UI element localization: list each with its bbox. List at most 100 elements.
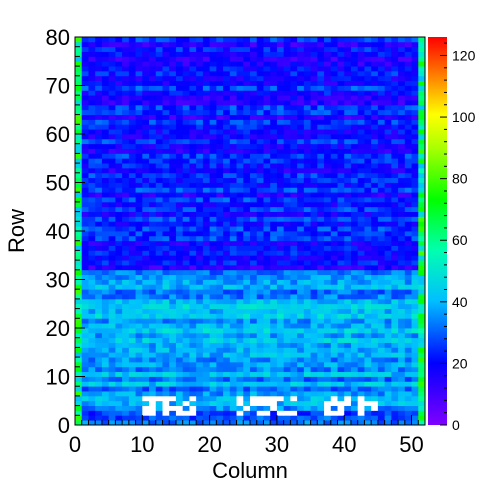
heatmap-cell [283, 298, 291, 305]
heatmap-cell [384, 187, 392, 193]
heatmap-cell [250, 138, 258, 145]
heatmap-cell [189, 201, 197, 208]
heatmap-cell [149, 332, 157, 339]
heatmap-cell [357, 347, 365, 353]
heatmap-cell [391, 235, 399, 242]
heatmap-cell [256, 158, 264, 164]
heatmap-cell [270, 371, 278, 377]
heatmap-cell [189, 308, 197, 314]
heatmap-cell [95, 260, 103, 266]
heatmap-cell [283, 415, 291, 421]
heatmap-cell [101, 172, 110, 179]
heatmap-cell [216, 37, 224, 43]
heatmap-cell [122, 134, 130, 140]
heatmap-cell [337, 90, 345, 96]
heatmap-cell [371, 148, 379, 154]
heatmap-cell [216, 347, 224, 353]
heatmap-cell [128, 357, 136, 363]
heatmap-cell [108, 313, 116, 319]
heatmap-cell [290, 167, 298, 174]
heatmap-cell [202, 298, 211, 305]
heatmap-cell [142, 37, 150, 43]
heatmap-cell [297, 298, 305, 305]
heatmap-cell [404, 37, 412, 43]
heatmap-cell [229, 192, 237, 198]
heatmap-cell [101, 386, 110, 392]
heatmap-cell [250, 37, 258, 43]
heatmap-cell [357, 192, 365, 198]
heatmap-cell [236, 294, 244, 300]
heatmap-cell [290, 279, 298, 285]
heatmap-cell [162, 410, 170, 416]
heatmap-cell [418, 313, 426, 319]
heatmap-cell [155, 347, 163, 353]
heatmap-cell [350, 109, 359, 115]
heatmap-cell [236, 109, 244, 115]
heatmap-cell [162, 114, 170, 120]
heatmap-cell [243, 206, 251, 212]
heatmap-cell [223, 279, 231, 285]
heatmap-cell [95, 381, 103, 387]
heatmap-cell [182, 37, 190, 43]
heatmap-cell [81, 41, 89, 48]
heatmap-cell [391, 129, 399, 135]
heatmap-cell [122, 61, 130, 67]
heatmap-cell [250, 41, 258, 48]
heatmap-cell [337, 328, 345, 334]
heatmap-cell [175, 274, 184, 280]
heatmap-cell [303, 104, 311, 111]
heatmap-cell [88, 143, 96, 149]
heatmap-cell [182, 100, 190, 106]
heatmap-cell [337, 289, 345, 295]
heatmap-cell [357, 114, 365, 120]
heatmap-cell [75, 328, 83, 334]
heatmap-cell [223, 352, 231, 358]
heatmap-cell [169, 386, 177, 392]
heatmap-cell [276, 405, 285, 411]
heatmap-cell [344, 206, 352, 212]
heatmap-cell [344, 347, 352, 353]
heatmap-cell [115, 211, 123, 217]
heatmap-cell [243, 172, 251, 179]
heatmap-cell [263, 172, 271, 179]
heatmap-cell [377, 51, 386, 57]
heatmap-cell [384, 264, 392, 271]
heatmap-cell [418, 250, 426, 256]
heatmap-cell [391, 226, 399, 232]
heatmap-cell [223, 328, 231, 334]
heatmap-cell [350, 187, 359, 193]
heatmap-cell [209, 391, 217, 397]
heatmap-cell [196, 187, 204, 193]
heatmap-cell [162, 85, 170, 91]
heatmap-cell [297, 235, 305, 242]
heatmap-cell [330, 332, 338, 339]
heatmap-cell [283, 129, 291, 135]
heatmap-cell [155, 245, 163, 251]
heatmap-cell [297, 366, 305, 373]
heatmap-cell [357, 313, 365, 319]
heatmap-cell [377, 119, 386, 125]
heatmap-cell [88, 294, 96, 300]
heatmap-cell [250, 269, 258, 276]
heatmap-cell [250, 391, 258, 397]
heatmap-cell [182, 391, 190, 397]
heatmap-cell [135, 240, 143, 246]
heatmap-cell [256, 386, 264, 392]
heatmap-cell [270, 134, 278, 140]
heatmap-cell [182, 298, 190, 305]
heatmap-cell [317, 303, 325, 309]
heatmap-cell [162, 337, 170, 343]
heatmap-cell [290, 391, 298, 397]
heatmap-cell [256, 187, 264, 193]
heatmap-cell [398, 56, 406, 62]
heatmap-cell [95, 56, 103, 62]
heatmap-cell [276, 400, 285, 406]
heatmap-cell [364, 410, 372, 416]
heatmap-cell [391, 100, 399, 106]
heatmap-cell [391, 167, 399, 174]
heatmap-cell [330, 197, 338, 203]
heatmap-cell [398, 289, 406, 295]
heatmap-cell [122, 381, 130, 387]
heatmap-cell [377, 37, 386, 43]
